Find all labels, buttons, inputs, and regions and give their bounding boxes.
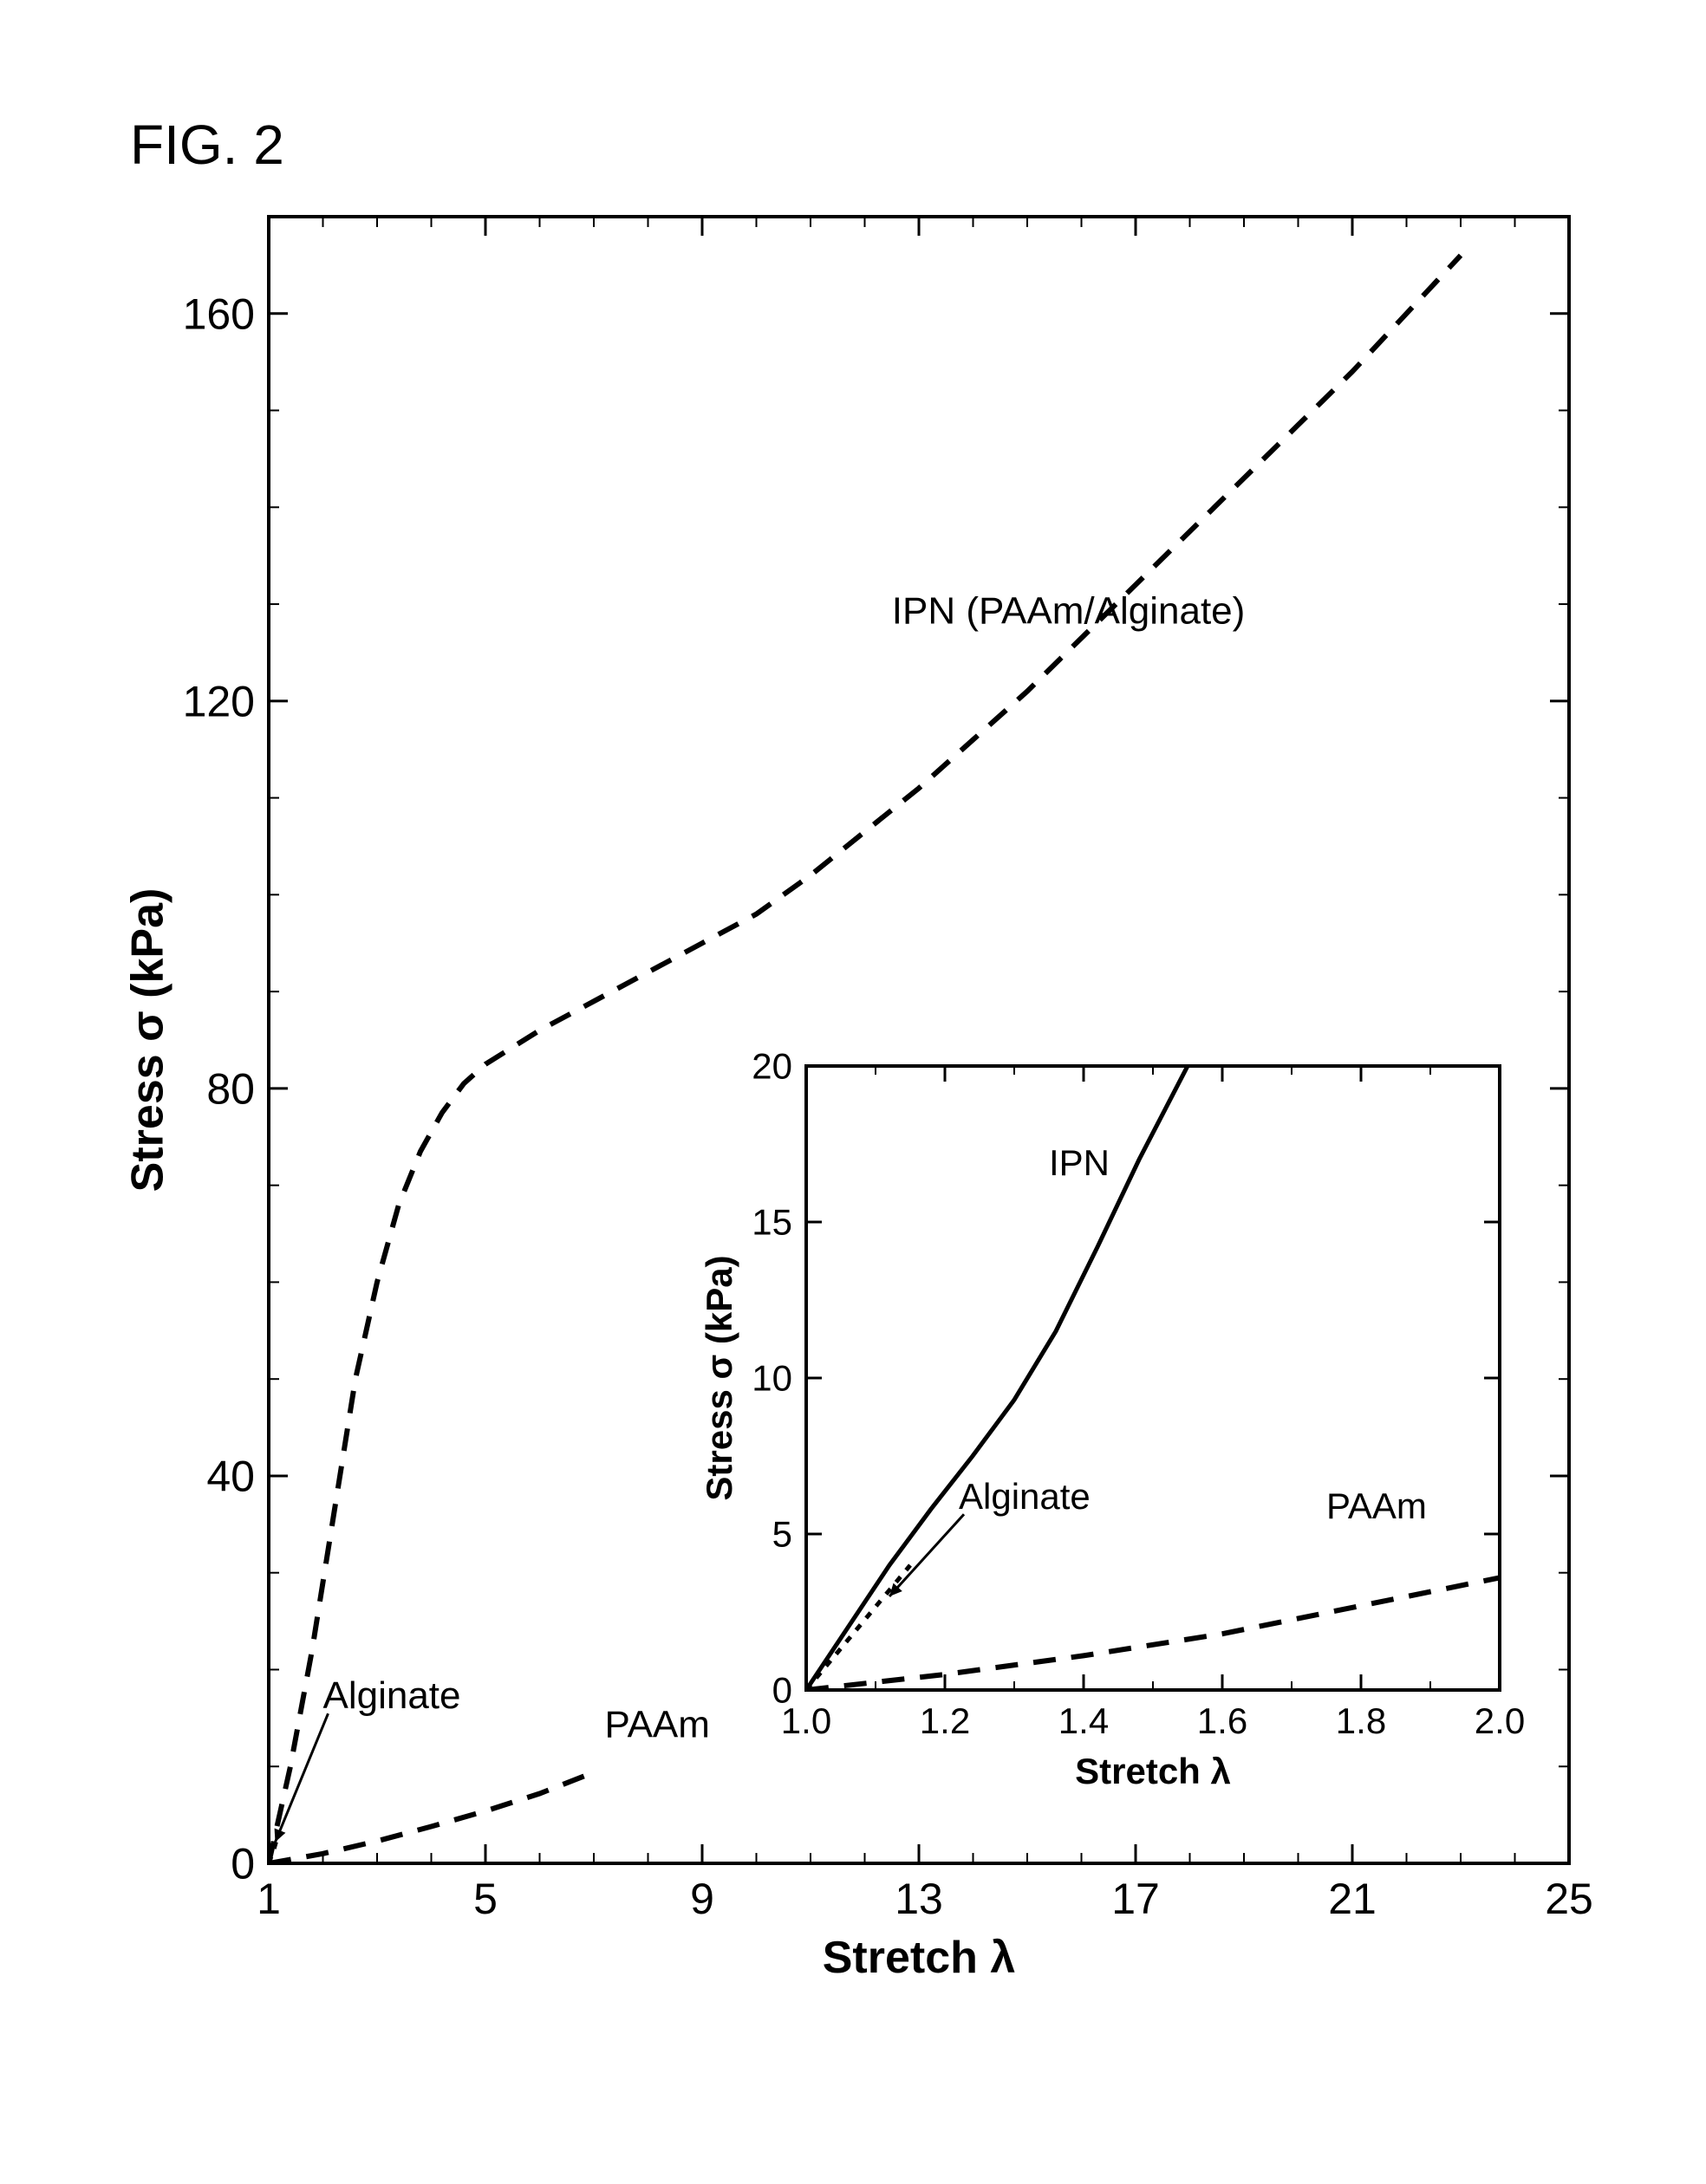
tick-label: 5 [473,1875,498,1923]
tick-label: 21 [1328,1875,1377,1923]
inset-chart-y-axis-label: Stress σ (kPa) [699,1255,739,1500]
annotation-ipn-paam-alginate-: IPN (PAAm/Alginate) [892,589,1246,632]
tick-label: 120 [183,677,255,725]
tick-label: 0 [231,1840,255,1888]
annotation-paam: PAAm [1326,1485,1427,1526]
annotation-ipn: IPN [1049,1142,1110,1183]
tick-label: 1.4 [1058,1700,1109,1741]
tick-label: 1 [257,1875,281,1923]
tick-label: 40 [206,1452,255,1500]
tick-label: 1.2 [920,1700,970,1741]
tick-label: 1.6 [1197,1700,1247,1741]
annotation-alginate: Alginate [959,1476,1091,1517]
tick-label: 0 [772,1670,792,1711]
tick-label: 160 [183,289,255,338]
tick-label: 1.8 [1336,1700,1386,1741]
main-chart-x-axis-label: Stretch λ [823,1933,1016,1983]
tick-label: 9 [690,1875,714,1923]
inset-chart-x-axis-label: Stretch λ [1075,1751,1231,1791]
tick-label: 80 [206,1064,255,1113]
page: FIG. 2 1591317212504080120160IPN (PAAm/A… [0,0,1706,2184]
tick-label: 15 [752,1202,792,1243]
tick-label: 20 [752,1046,792,1087]
main-chart-y-axis-label: Stress σ (kPa) [123,888,173,1193]
tick-label: 2.0 [1475,1700,1525,1741]
inset-chart-plot-bg [806,1066,1500,1690]
tick-label: 25 [1545,1875,1593,1923]
annotation-paam: PAAm [605,1704,710,1746]
tick-label: 10 [752,1358,792,1399]
figure-label: FIG. 2 [130,113,284,177]
tick-label: 17 [1111,1875,1160,1923]
annotation-alginate: Alginate [323,1674,461,1717]
figure-svg: 1591317212504080120160IPN (PAAm/Alginate… [0,0,1706,2184]
tick-label: 5 [772,1514,792,1555]
inset-chart: 1.01.21.41.61.82.005101520IPNPAAmAlginat… [699,1046,1525,1791]
tick-label: 13 [895,1875,943,1923]
